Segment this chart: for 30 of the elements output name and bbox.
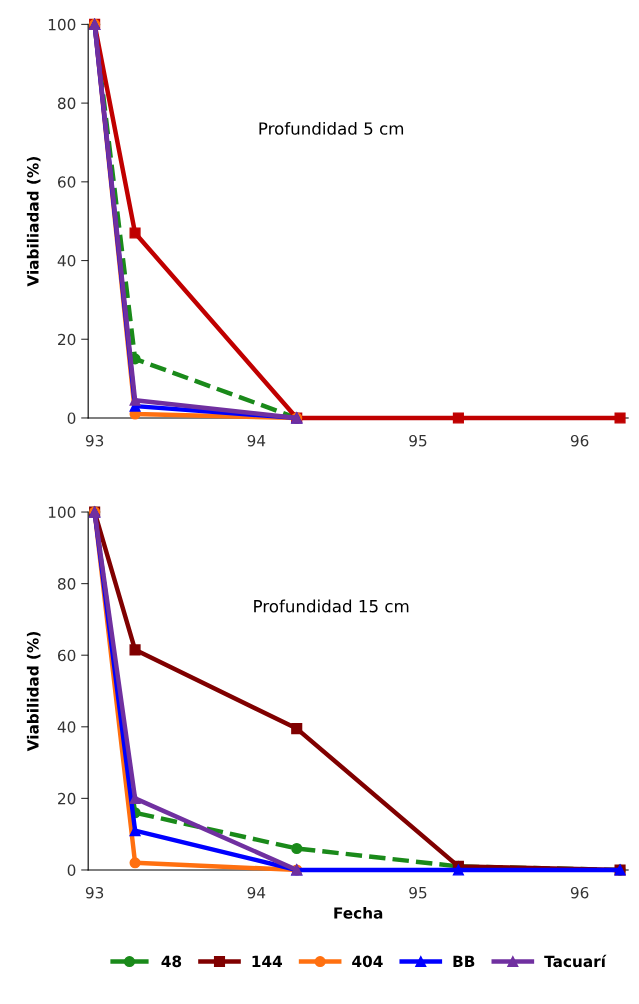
y-tick-label: 0 (67, 864, 76, 876)
legend-label: 48 (161, 955, 182, 968)
y-tick-label: 80 (57, 97, 76, 110)
y-tick-label: 0 (67, 412, 76, 424)
y-tick-label: 20 (58, 792, 76, 805)
x-tick-label: 93 (85, 434, 104, 447)
legend-label: BB (453, 955, 475, 967)
y-tick-label: 60 (58, 649, 76, 662)
legend-label: 404 (352, 955, 383, 968)
y-axis-title: Viabiliadad (%) (26, 157, 41, 287)
y-axis-title: Viabilidad (%) (26, 632, 41, 752)
legend-label: 144 (252, 955, 283, 967)
x-tick-label: 94 (247, 434, 266, 447)
y-tick-label: 40 (57, 255, 76, 267)
annotation: Profundidad 5 cm (259, 121, 404, 135)
x-tick-label: 96 (570, 434, 589, 447)
x-tick-label: 95 (409, 434, 427, 447)
y-tick-label: 60 (58, 176, 76, 188)
annotation: Profundidad 15 cm (254, 599, 409, 613)
x-axis-title: Fecha (334, 906, 383, 919)
legend-label: Tacuarí (544, 954, 607, 968)
x-tick-label: 96 (570, 886, 589, 899)
x-tick-label: 95 (409, 886, 427, 899)
y-tick-label: 100 (48, 506, 76, 519)
y-tick-label: 80 (57, 578, 76, 590)
x-tick-label: 94 (247, 886, 266, 899)
y-tick-label: 100 (48, 18, 76, 31)
y-tick-label: 20 (58, 333, 76, 346)
x-tick-label: 93 (85, 886, 104, 899)
y-tick-label: 40 (57, 721, 76, 733)
